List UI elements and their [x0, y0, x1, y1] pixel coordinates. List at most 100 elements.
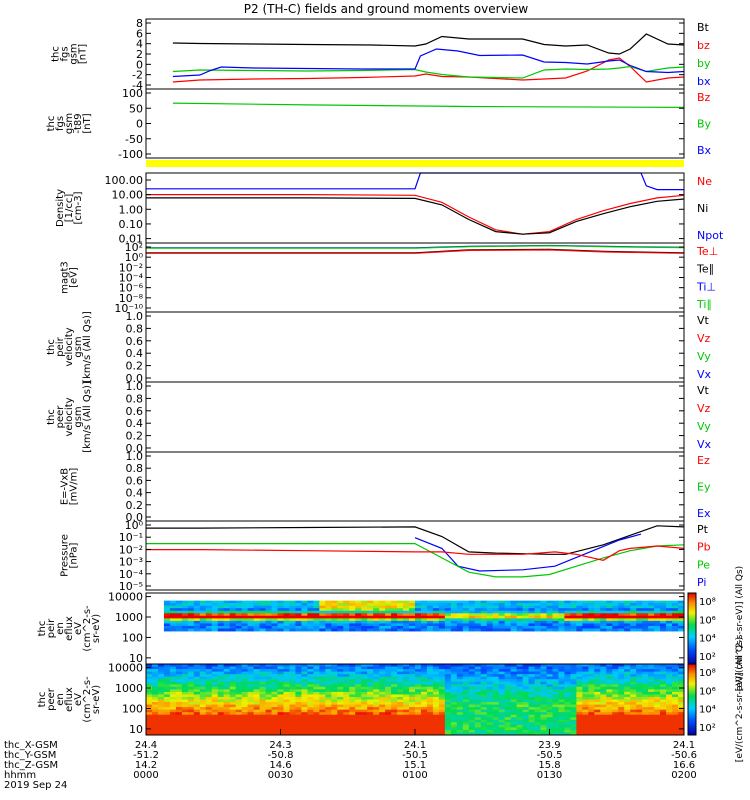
peer_spec-cell — [432, 722, 440, 726]
peer_spec-cell — [169, 669, 177, 673]
peer_spec-cell — [426, 696, 434, 700]
peir_spec-cell — [660, 625, 667, 629]
peer_spec-cell — [205, 694, 213, 698]
peer_spec-cell — [367, 699, 374, 703]
peer_spec-cell — [534, 722, 541, 726]
peer_spec-cell — [576, 719, 583, 723]
peer_spec-cell — [606, 712, 613, 716]
peer_spec-cell — [546, 727, 553, 731]
peer_spec-cell — [373, 732, 380, 735]
panel-frame — [145, 88, 685, 159]
peer_spec-cell — [163, 694, 171, 698]
peer_spec-cell — [552, 702, 559, 705]
x-tick-label: 0030 — [268, 770, 293, 781]
peer_spec-cell — [187, 709, 195, 713]
peer_spec-cell — [289, 699, 296, 703]
peer_spec-cell — [618, 707, 625, 711]
peer_spec-cell — [510, 691, 518, 695]
peer_spec-cell — [444, 709, 452, 713]
peer_spec-cell — [337, 684, 344, 688]
peir_spec-cell — [552, 628, 559, 632]
peir_spec-cell — [498, 625, 506, 629]
peir_spec-cell — [319, 603, 326, 607]
peer_spec-cell — [516, 671, 523, 675]
peir_spec-cell — [654, 625, 661, 629]
peer_spec-cell — [289, 681, 296, 685]
peer_spec-cell — [462, 679, 470, 683]
peir_spec-cell — [277, 613, 284, 617]
peer_spec-cell — [474, 679, 482, 683]
peer_spec-cell — [504, 689, 512, 693]
peer_spec-cell — [343, 689, 350, 693]
peir_spec-cell — [391, 628, 398, 632]
peir_spec-cell — [552, 608, 559, 612]
peer_spec-cell — [534, 702, 541, 705]
peer_spec-cell — [211, 719, 219, 723]
peer_spec-cell — [211, 722, 219, 726]
peer_spec-cell — [277, 684, 284, 688]
x-tick-label: -50.6 — [671, 750, 697, 761]
peir_spec-cell — [313, 620, 320, 624]
peer_spec-cell — [480, 709, 488, 713]
peer_spec-cell — [420, 714, 428, 718]
peir_spec-cell — [486, 618, 494, 622]
peer_spec-cell — [146, 696, 153, 700]
peir_spec-cell — [415, 600, 422, 604]
peir_spec-cell — [468, 600, 476, 604]
x-tick-label: 16.6 — [673, 760, 695, 771]
peer_spec-cell — [295, 689, 302, 693]
peir_spec-cell — [636, 625, 643, 629]
peer_spec-cell — [444, 686, 452, 690]
peir_spec-cell — [456, 613, 464, 617]
peer_spec-cell — [235, 669, 243, 673]
peir_spec-cell — [432, 618, 440, 622]
peir_spec-cell — [576, 620, 583, 624]
peir_spec-cell — [319, 610, 326, 614]
peir_spec-cell — [235, 628, 243, 632]
peir_spec-cell — [516, 628, 523, 632]
peir_spec-cell — [468, 613, 476, 617]
peer_spec-cell — [450, 684, 458, 688]
peer_spec-cell — [325, 674, 332, 678]
peir_spec-cell — [397, 603, 404, 607]
peer_spec-cell — [606, 719, 613, 723]
peer_spec-cell — [331, 732, 338, 735]
y-tick-label: 10² — [125, 241, 143, 254]
peir_spec-cell — [379, 628, 386, 632]
peer_spec-cell — [432, 696, 440, 700]
peer_spec-cell — [367, 669, 374, 673]
peir_spec-cell — [600, 600, 607, 604]
peer_spec-cell — [522, 702, 529, 705]
peir_spec-cell — [438, 608, 446, 612]
peer_spec-cell — [672, 691, 679, 695]
peer_spec-cell — [367, 686, 374, 690]
peer_spec-cell — [307, 684, 314, 688]
peer_spec-cell — [480, 684, 488, 688]
peir_spec-cell — [612, 608, 619, 612]
peer_spec-cell — [666, 669, 673, 673]
peer_spec-cell — [654, 696, 661, 700]
peer_spec-cell — [403, 674, 410, 678]
peer_spec-cell — [397, 714, 404, 718]
peer_spec-cell — [373, 702, 380, 705]
peer_spec-cell — [367, 709, 374, 713]
peer_spec-cell — [271, 689, 278, 693]
peer_spec-cell — [642, 669, 649, 673]
peer_spec-cell — [373, 709, 380, 713]
peer_spec-cell — [331, 696, 338, 700]
peer_spec-cell — [618, 704, 625, 708]
peer_spec-cell — [253, 669, 260, 673]
peer_spec-cell — [456, 719, 464, 723]
peer_spec-cell — [618, 722, 625, 726]
peer_spec-cell — [516, 714, 523, 718]
peer_spec-cell — [343, 696, 350, 700]
peer_spec-cell — [546, 699, 553, 703]
peer_spec-cell — [546, 694, 553, 698]
peer_spec-cell — [600, 702, 607, 705]
peir_spec-cell — [355, 615, 362, 619]
peer_spec-cell — [169, 691, 177, 695]
peir_spec-cell — [636, 610, 643, 614]
peir_spec-cell — [277, 625, 284, 629]
peir_spec-cell — [277, 605, 284, 609]
peir_spec-cell — [265, 613, 272, 617]
